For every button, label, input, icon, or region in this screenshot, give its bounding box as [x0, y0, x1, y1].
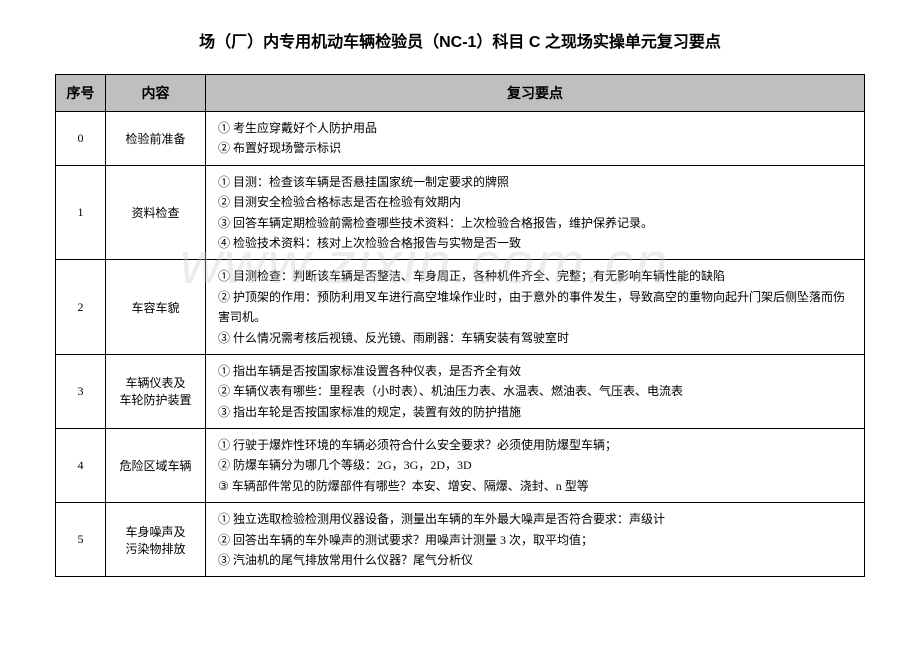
cell-content: 检验前准备: [106, 112, 206, 166]
cell-seq: 3: [56, 354, 106, 428]
cell-seq: 5: [56, 503, 106, 577]
header-content: 内容: [106, 75, 206, 112]
cell-content: 资料检查: [106, 165, 206, 260]
table-row: 3 车辆仪表及车轮防护装置 ① 指出车辆是否按国家标准设置各种仪表，是否齐全有效…: [56, 354, 865, 428]
table-row: 5 车身噪声及污染物排放 ① 独立选取检验检测用仪器设备，测量出车辆的车外最大噪…: [56, 503, 865, 577]
cell-content: 车身噪声及污染物排放: [106, 503, 206, 577]
header-row: 序号 内容 复习要点: [56, 75, 865, 112]
cell-points: ① 考生应穿戴好个人防护用品② 布置好现场警示标识: [206, 112, 865, 166]
cell-points: ① 目测检查：判断该车辆是否整洁、车身周正，各种机件齐全、完整；有无影响车辆性能…: [206, 260, 865, 355]
cell-points: ① 目测：检查该车辆是否悬挂国家统一制定要求的牌照② 目测安全检验合格标志是否在…: [206, 165, 865, 260]
cell-seq: 2: [56, 260, 106, 355]
review-table: 序号 内容 复习要点 0 检验前准备 ① 考生应穿戴好个人防护用品② 布置好现场…: [55, 74, 865, 577]
table-row: 1 资料检查 ① 目测：检查该车辆是否悬挂国家统一制定要求的牌照② 目测安全检验…: [56, 165, 865, 260]
table-body: 0 检验前准备 ① 考生应穿戴好个人防护用品② 布置好现场警示标识 1 资料检查…: [56, 112, 865, 577]
points-text: ① 行驶于爆炸性环境的车辆必须符合什么安全要求？必须使用防爆型车辆；② 防爆车辆…: [214, 435, 856, 496]
table-row: 4 危险区域车辆 ① 行驶于爆炸性环境的车辆必须符合什么安全要求？必须使用防爆型…: [56, 429, 865, 503]
points-text: ① 指出车辆是否按国家标准设置各种仪表，是否齐全有效② 车辆仪表有哪些：里程表（…: [214, 361, 856, 422]
cell-content: 车辆仪表及车轮防护装置: [106, 354, 206, 428]
header-seq: 序号: [56, 75, 106, 112]
points-text: ① 目测检查：判断该车辆是否整洁、车身周正，各种机件齐全、完整；有无影响车辆性能…: [214, 266, 856, 348]
cell-seq: 4: [56, 429, 106, 503]
cell-points: ① 指出车辆是否按国家标准设置各种仪表，是否齐全有效② 车辆仪表有哪些：里程表（…: [206, 354, 865, 428]
table-row: 2 车容车貌 ① 目测检查：判断该车辆是否整洁、车身周正，各种机件齐全、完整；有…: [56, 260, 865, 355]
cell-points: ① 独立选取检验检测用仪器设备，测量出车辆的车外最大噪声是否符合要求：声级计② …: [206, 503, 865, 577]
cell-seq: 0: [56, 112, 106, 166]
cell-content: 车容车貌: [106, 260, 206, 355]
points-text: ① 独立选取检验检测用仪器设备，测量出车辆的车外最大噪声是否符合要求：声级计② …: [214, 509, 856, 570]
table-row: 0 检验前准备 ① 考生应穿戴好个人防护用品② 布置好现场警示标识: [56, 112, 865, 166]
page-title: 场（厂）内专用机动车辆检验员（NC-1）科目 C 之现场实操单元复习要点: [55, 28, 865, 52]
header-points: 复习要点: [206, 75, 865, 112]
cell-seq: 1: [56, 165, 106, 260]
points-text: ① 考生应穿戴好个人防护用品② 布置好现场警示标识: [214, 118, 856, 159]
cell-content: 危险区域车辆: [106, 429, 206, 503]
cell-points: ① 行驶于爆炸性环境的车辆必须符合什么安全要求？必须使用防爆型车辆；② 防爆车辆…: [206, 429, 865, 503]
points-text: ① 目测：检查该车辆是否悬挂国家统一制定要求的牌照② 目测安全检验合格标志是否在…: [214, 172, 856, 254]
